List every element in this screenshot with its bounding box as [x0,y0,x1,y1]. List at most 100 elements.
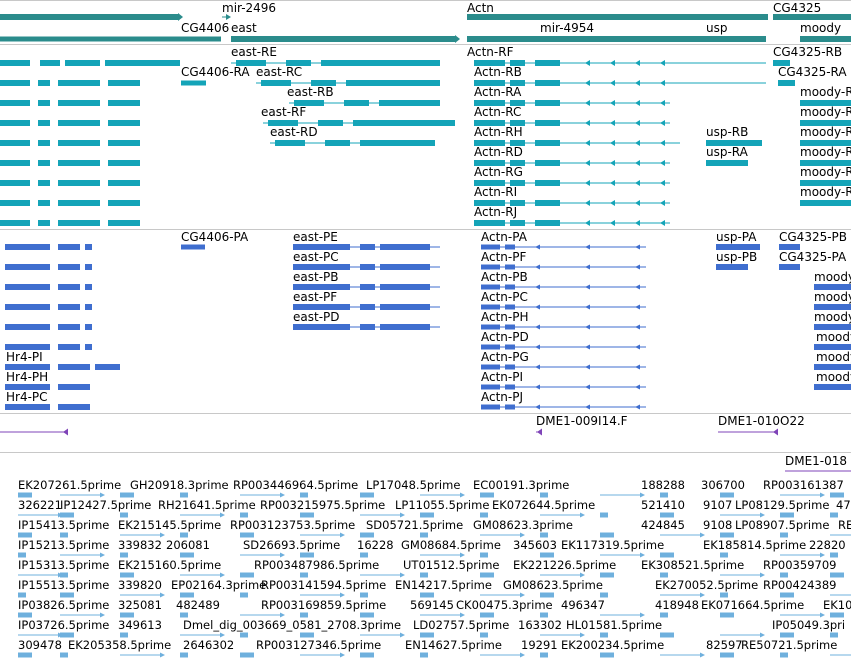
strand-arrow-icon[interactable] [635,324,640,330]
transcript-exon[interactable] [321,60,440,66]
est-label[interactable]: 16228 [357,538,394,552]
protein-label[interactable]: moody [816,350,851,364]
probe-label[interactable]: DME1-009I14.F [536,414,628,428]
protein-exon[interactable] [58,284,80,290]
est-label[interactable]: 47 [836,498,851,512]
est-label[interactable]: EK117319.5prime [561,538,665,552]
transcript-exon[interactable] [535,160,560,166]
est-label[interactable]: RP003487986.5prime [254,558,380,572]
est-label[interactable]: EN14217.5prime [395,578,492,592]
est-glyph[interactable] [360,612,374,618]
strand-arrow-icon[interactable] [520,532,525,538]
est-glyph[interactable] [60,632,74,638]
transcript-exon[interactable] [0,140,30,146]
gene-glyph[interactable] [467,14,768,20]
est-label[interactable]: 163302 [518,618,562,632]
protein-exon[interactable] [779,264,800,270]
est-glyph[interactable] [660,572,668,578]
transcript-label[interactable]: moody-R [800,185,851,199]
protein-exon[interactable] [481,324,500,330]
est-label[interactable]: EK072644.5prime [492,498,596,512]
protein-label[interactable]: east-PB [293,270,339,284]
est-glyph[interactable] [540,532,548,538]
gene-label[interactable]: usp [706,21,728,35]
est-glyph[interactable] [18,612,32,618]
transcript-exon[interactable] [778,80,795,86]
est-label[interactable]: 345603 [513,538,557,552]
transcript-exon[interactable] [535,100,560,106]
protein-exon[interactable] [58,344,80,350]
protein-exon[interactable] [5,304,50,310]
protein-label[interactable]: Actn-PB [481,270,528,284]
est-glyph[interactable] [660,492,668,498]
transcript-exon[interactable] [105,60,180,66]
transcript-label[interactable]: Actn-RH [474,125,523,139]
gene-glyph[interactable] [467,36,766,42]
protein-label[interactable]: Actn-PJ [481,390,524,404]
est-glyph[interactable] [18,492,32,498]
est-label[interactable]: 569145 [410,598,454,612]
protein-label[interactable]: east-PF [293,290,338,304]
est-glyph[interactable] [830,572,844,578]
transcript-label[interactable]: CG4325-RB [773,45,843,59]
transcript-exon[interactable] [800,200,851,206]
strand-arrow-icon[interactable] [635,100,640,106]
est-glyph[interactable] [300,552,314,558]
est-glyph[interactable] [120,492,134,498]
protein-exon[interactable] [814,304,851,310]
transcript-exon[interactable] [38,120,50,126]
transcript-exon[interactable] [535,180,560,186]
est-glyph[interactable] [780,532,788,538]
protein-exon[interactable] [505,364,515,370]
est-glyph[interactable] [180,552,194,558]
transcript-exon[interactable] [474,160,505,166]
est-label[interactable]: RH21641.5prime [158,498,256,512]
est-label[interactable]: EK071664.5prime [701,598,805,612]
est-glyph[interactable] [480,632,488,638]
strand-arrow-icon[interactable] [220,572,225,578]
protein-exon[interactable] [58,304,80,310]
est-label[interactable]: SD26693.5prime [243,538,341,552]
strand-arrow-icon[interactable] [585,80,590,86]
protein-label[interactable]: Actn-PI [481,370,524,384]
strand-arrow-icon[interactable] [635,284,640,290]
est-label[interactable]: 349613 [118,618,162,632]
est-glyph[interactable] [120,552,128,558]
strand-arrow-icon[interactable] [660,140,665,146]
protein-exon[interactable] [5,364,50,370]
est-glyph[interactable] [180,492,188,498]
est-glyph[interactable] [780,512,794,518]
est-label[interactable]: HL01581.5prime [566,618,663,632]
strand-arrow-icon[interactable] [280,552,285,558]
est-glyph[interactable] [360,532,374,538]
est-label[interactable]: 19291 [521,638,558,652]
transcript-exon[interactable] [325,140,350,146]
strand-arrow-icon[interactable] [585,364,590,370]
protein-exon[interactable] [505,284,515,290]
probe-label[interactable]: DME1-010O22 [718,414,805,428]
transcript-exon[interactable] [236,60,266,66]
strand-arrow-icon[interactable] [660,220,665,226]
est-label[interactable]: Dmel_dig_003669_0581_2708.3prime [183,618,402,632]
strand-arrow-icon[interactable] [585,244,590,250]
transcript-exon[interactable] [108,220,140,226]
protein-label[interactable]: Actn-PH [481,310,529,324]
est-glyph[interactable] [180,532,188,538]
est-glyph[interactable] [480,612,494,618]
strand-arrow-icon[interactable] [635,220,640,226]
est-label[interactable]: EK270052.5prime [655,578,759,592]
protein-exon[interactable] [814,344,851,350]
est-label[interactable]: EK200234.5prime [561,638,665,652]
est-glyph[interactable] [660,552,674,558]
strand-arrow-icon[interactable] [585,264,590,270]
est-label[interactable]: IP05049.3pri [772,618,846,632]
transcript-exon[interactable] [65,60,100,66]
protein-label[interactable]: Actn-PD [481,330,529,344]
protein-label[interactable]: moody [814,290,851,304]
protein-exon[interactable] [481,344,500,350]
strand-arrow-icon[interactable] [820,552,825,558]
strand-arrow-icon[interactable] [773,428,778,436]
protein-exon[interactable] [85,304,92,310]
est-glyph[interactable] [540,492,548,498]
est-glyph[interactable] [300,612,308,618]
